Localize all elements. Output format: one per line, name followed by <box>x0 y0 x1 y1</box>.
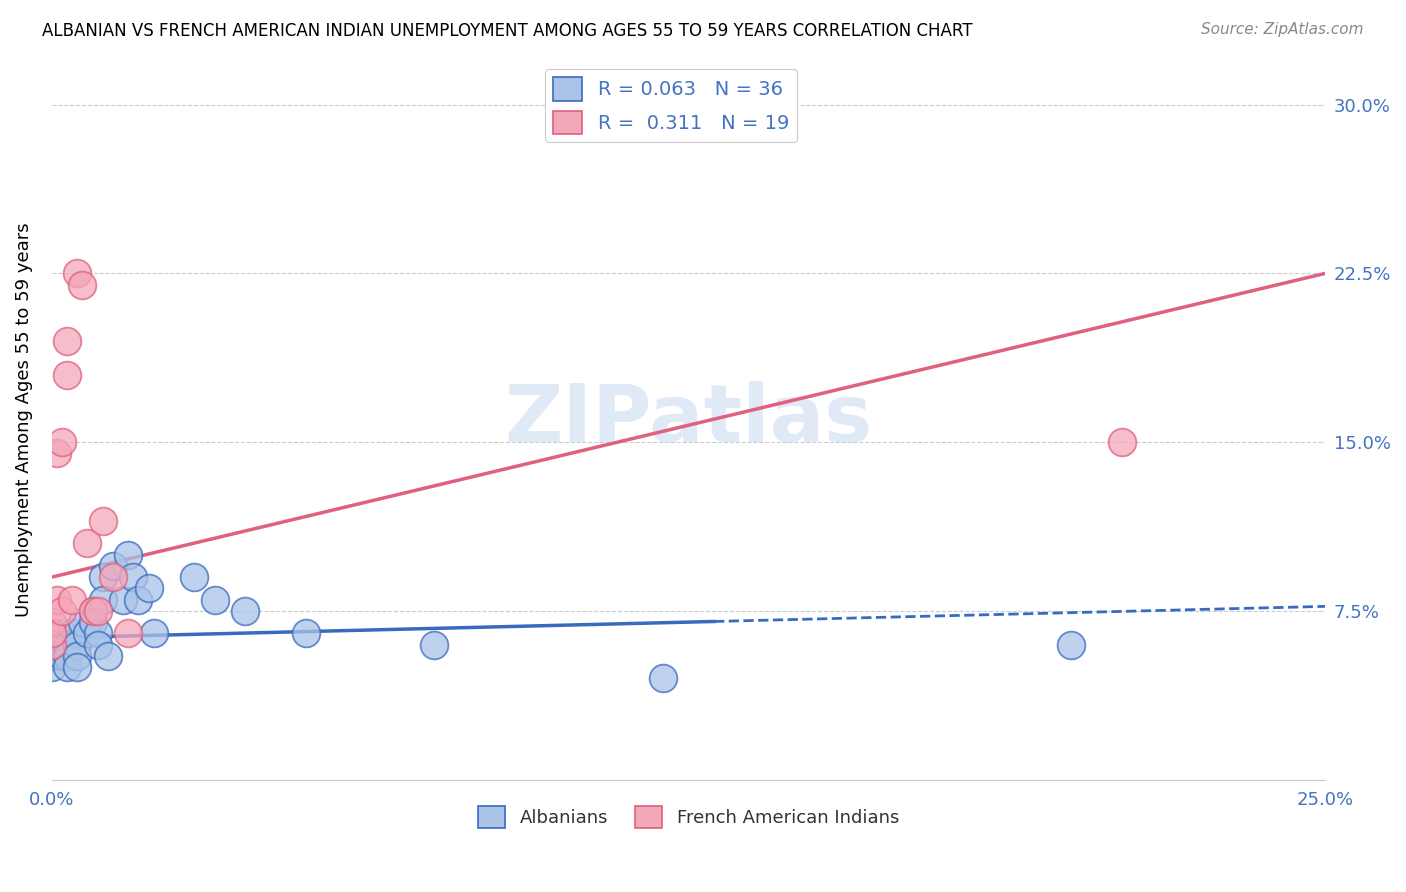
Point <box>76 626 98 640</box>
Point <box>66 266 89 280</box>
Point <box>1111 435 1133 450</box>
Point <box>82 615 104 629</box>
Point <box>86 604 108 618</box>
Text: ALBANIAN VS FRENCH AMERICAN INDIAN UNEMPLOYMENT AMONG AGES 55 TO 59 YEARS CORREL: ALBANIAN VS FRENCH AMERICAN INDIAN UNEMP… <box>42 22 973 40</box>
Point <box>51 626 73 640</box>
Point <box>91 514 114 528</box>
Point <box>51 638 73 652</box>
Point <box>56 648 79 663</box>
Point <box>91 570 114 584</box>
Point <box>142 626 165 640</box>
Point <box>122 570 145 584</box>
Point <box>56 638 79 652</box>
Point <box>295 626 318 640</box>
Point <box>41 648 63 663</box>
Point <box>45 446 67 460</box>
Point <box>82 604 104 618</box>
Point <box>86 638 108 652</box>
Text: Source: ZipAtlas.com: Source: ZipAtlas.com <box>1201 22 1364 37</box>
Point <box>97 648 120 663</box>
Point <box>45 592 67 607</box>
Point <box>56 660 79 674</box>
Point <box>86 626 108 640</box>
Text: ZIPatlas: ZIPatlas <box>505 381 873 458</box>
Point <box>117 626 139 640</box>
Point <box>66 638 89 652</box>
Point <box>41 638 63 652</box>
Point <box>72 615 94 629</box>
Point <box>1059 638 1081 652</box>
Point <box>127 592 149 607</box>
Point <box>56 334 79 348</box>
Point <box>101 558 124 573</box>
Point <box>51 648 73 663</box>
Legend: Albanians, French American Indians: Albanians, French American Indians <box>471 799 907 836</box>
Point <box>204 592 226 607</box>
Point <box>51 604 73 618</box>
Point <box>60 592 83 607</box>
Point <box>652 671 675 685</box>
Point <box>91 592 114 607</box>
Point <box>41 638 63 652</box>
Point <box>112 592 135 607</box>
Point <box>233 604 256 618</box>
Point <box>41 660 63 674</box>
Point <box>51 435 73 450</box>
Point <box>423 638 446 652</box>
Point <box>183 570 205 584</box>
Point <box>66 660 89 674</box>
Point <box>60 626 83 640</box>
Point <box>66 648 89 663</box>
Point <box>82 604 104 618</box>
Point <box>117 548 139 562</box>
Point <box>56 368 79 382</box>
Point <box>41 626 63 640</box>
Y-axis label: Unemployment Among Ages 55 to 59 years: Unemployment Among Ages 55 to 59 years <box>15 222 32 617</box>
Point <box>76 536 98 550</box>
Point <box>72 277 94 292</box>
Point <box>101 570 124 584</box>
Point <box>41 615 63 629</box>
Point <box>138 582 160 596</box>
